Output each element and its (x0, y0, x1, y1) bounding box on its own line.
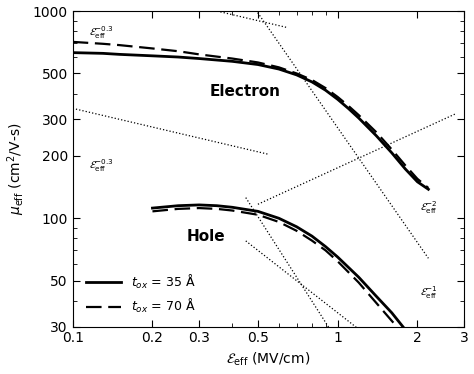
Text: Electron: Electron (210, 84, 281, 99)
X-axis label: $\mathcal{E}_{\rm eff}$ (MV/cm): $\mathcal{E}_{\rm eff}$ (MV/cm) (226, 351, 310, 368)
Text: Hole: Hole (187, 229, 226, 243)
Y-axis label: $\mu_{\rm eff}$ (cm$^2$/V-s): $\mu_{\rm eff}$ (cm$^2$/V-s) (6, 123, 27, 215)
Text: $\mathcal{E}_{\rm eff}^{-0.3}$: $\mathcal{E}_{\rm eff}^{-0.3}$ (89, 24, 114, 41)
Legend: $t_{ox}$ = 35 Å, $t_{ox}$ = 70 Å: $t_{ox}$ = 35 Å, $t_{ox}$ = 70 Å (81, 268, 200, 320)
Text: $\mathcal{E}_{\rm eff}^{-0.3}$: $\mathcal{E}_{\rm eff}^{-0.3}$ (89, 158, 114, 174)
Text: $\mathcal{E}_{\rm eff}^{-2}$: $\mathcal{E}_{\rm eff}^{-2}$ (420, 200, 438, 216)
Text: $\mathcal{E}_{\rm eff}^{-1}$: $\mathcal{E}_{\rm eff}^{-1}$ (420, 285, 438, 301)
